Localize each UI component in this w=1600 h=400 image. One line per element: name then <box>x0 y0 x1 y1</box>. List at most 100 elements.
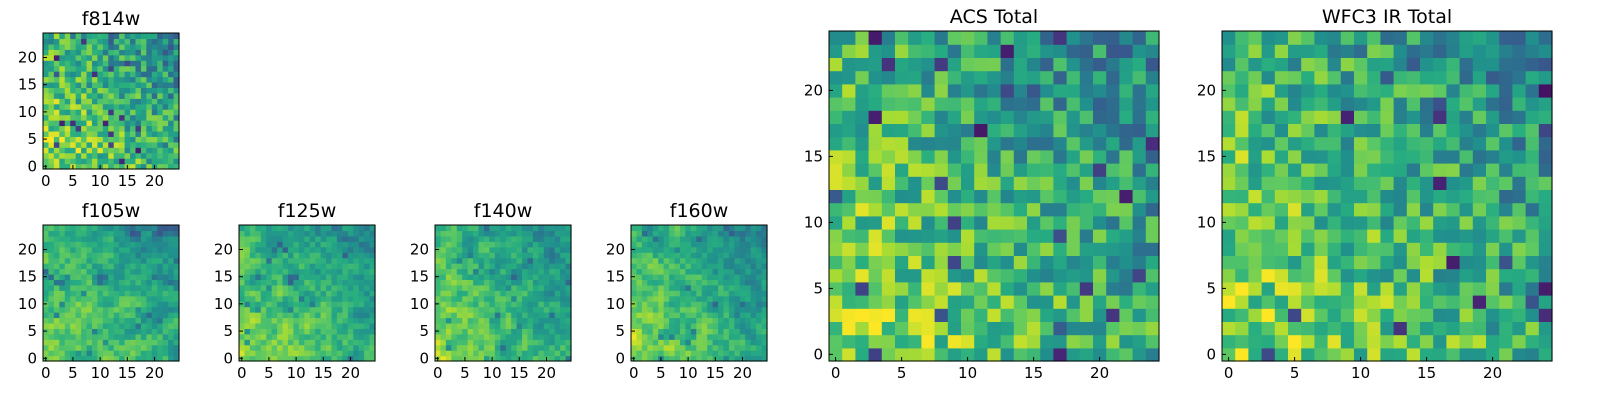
heatmap-cell <box>287 263 294 270</box>
heatmap-cell <box>750 344 757 351</box>
heatmap-cell <box>157 98 164 105</box>
heatmap-cell <box>146 81 153 88</box>
heatmap-cell <box>522 333 529 340</box>
heatmap-cell <box>309 279 316 286</box>
heatmap-cell <box>750 306 757 313</box>
y-tick-label: 15 <box>606 268 625 286</box>
heatmap-cell <box>130 65 137 72</box>
heatmap-cell <box>543 273 550 280</box>
heatmap-cell <box>511 328 518 335</box>
heatmap-cell <box>473 290 480 297</box>
heatmap-cell <box>151 301 158 308</box>
heatmap-cell <box>1354 163 1368 177</box>
heatmap-cell <box>842 123 856 138</box>
heatmap-cell <box>1235 202 1249 217</box>
heatmap-cell <box>473 344 480 351</box>
heatmap-cell <box>685 333 692 340</box>
heatmap-cell <box>538 322 545 329</box>
heatmap-cell <box>868 215 883 230</box>
heatmap-cell <box>489 230 496 237</box>
heatmap-cell <box>320 290 327 297</box>
heatmap-cell <box>151 230 158 237</box>
heatmap-cell <box>43 230 50 237</box>
heatmap-cell <box>1314 97 1329 111</box>
heatmap-cell <box>1538 31 1553 45</box>
heatmap-cell <box>1525 242 1540 256</box>
heatmap-cell <box>108 60 115 67</box>
heatmap-cell <box>113 147 120 154</box>
heatmap-cell <box>451 322 458 329</box>
heatmap-cell <box>364 301 371 308</box>
heatmap-cell <box>336 252 343 259</box>
heatmap-cell <box>1393 255 1408 270</box>
heatmap-cell <box>53 71 60 78</box>
heatmap-cell <box>881 83 896 98</box>
heatmap-cell <box>696 279 703 286</box>
heatmap-cell <box>712 295 719 302</box>
heatmap-cell <box>1027 255 1041 270</box>
heatmap-cell <box>669 350 676 357</box>
heatmap-cell <box>734 230 741 237</box>
heatmap-cell <box>934 189 949 204</box>
heatmap-cell <box>108 152 115 159</box>
heatmap-cell <box>761 301 768 308</box>
heatmap-cell <box>1106 215 1120 230</box>
heatmap-cell <box>1446 242 1461 256</box>
heatmap-cell <box>527 328 534 335</box>
heatmap-cell <box>451 306 458 313</box>
heatmap-cell <box>353 225 360 232</box>
heatmap-cell <box>124 312 131 319</box>
heatmap-cell <box>658 263 665 270</box>
heatmap-cell <box>934 229 949 243</box>
heatmap-cell <box>173 92 180 99</box>
heatmap-cell <box>326 295 333 302</box>
heatmap-cell <box>320 257 327 264</box>
heatmap-cell <box>685 290 692 297</box>
heatmap-cell <box>451 339 458 346</box>
heatmap-cell <box>1053 242 1068 256</box>
heatmap-cell <box>500 225 507 232</box>
heatmap-cell <box>679 350 686 357</box>
heatmap-cell <box>1354 31 1368 45</box>
heatmap-cell <box>81 322 88 329</box>
heatmap-cell <box>70 114 77 121</box>
heatmap-cell <box>75 252 82 259</box>
heatmap-cell <box>255 312 262 319</box>
heatmap-cell <box>663 317 670 324</box>
heatmap-cell <box>1093 202 1107 217</box>
heatmap-cell <box>1288 281 1302 296</box>
heatmap-cell <box>750 333 757 340</box>
heatmap-cell <box>1499 268 1513 283</box>
heatmap-cell <box>277 252 284 259</box>
heatmap-cell <box>315 273 322 280</box>
heatmap-cell <box>895 149 909 164</box>
heatmap-cell <box>739 322 746 329</box>
heatmap-cell <box>855 334 870 349</box>
heatmap-cell <box>364 322 371 329</box>
heatmap-cell <box>1314 229 1329 243</box>
heatmap-cell <box>1538 123 1553 138</box>
heatmap-cell <box>1288 321 1302 336</box>
heatmap-cell <box>739 279 746 286</box>
heatmap-cell <box>1274 176 1289 190</box>
heatmap-cell <box>908 295 922 309</box>
heatmap-cell <box>75 246 82 253</box>
heatmap-cell <box>75 109 82 116</box>
heatmap-cell <box>451 312 458 319</box>
heatmap-cell <box>505 350 512 357</box>
heatmap-cell <box>473 235 480 242</box>
heatmap-cell <box>347 252 354 259</box>
heatmap-cell <box>97 350 104 357</box>
heatmap-cell <box>1235 70 1249 85</box>
heatmap-cell <box>1433 268 1447 283</box>
heatmap-cell <box>451 333 458 340</box>
heatmap-cell <box>1248 97 1263 111</box>
heatmap-cell <box>282 306 289 313</box>
heatmap-cell <box>707 246 714 253</box>
heatmap-cell <box>271 344 278 351</box>
heatmap-cell <box>64 284 71 291</box>
heatmap-cell <box>1288 255 1302 270</box>
heatmap-cell <box>86 252 93 259</box>
heatmap-cell <box>1145 123 1160 138</box>
heatmap-cell <box>162 60 169 67</box>
